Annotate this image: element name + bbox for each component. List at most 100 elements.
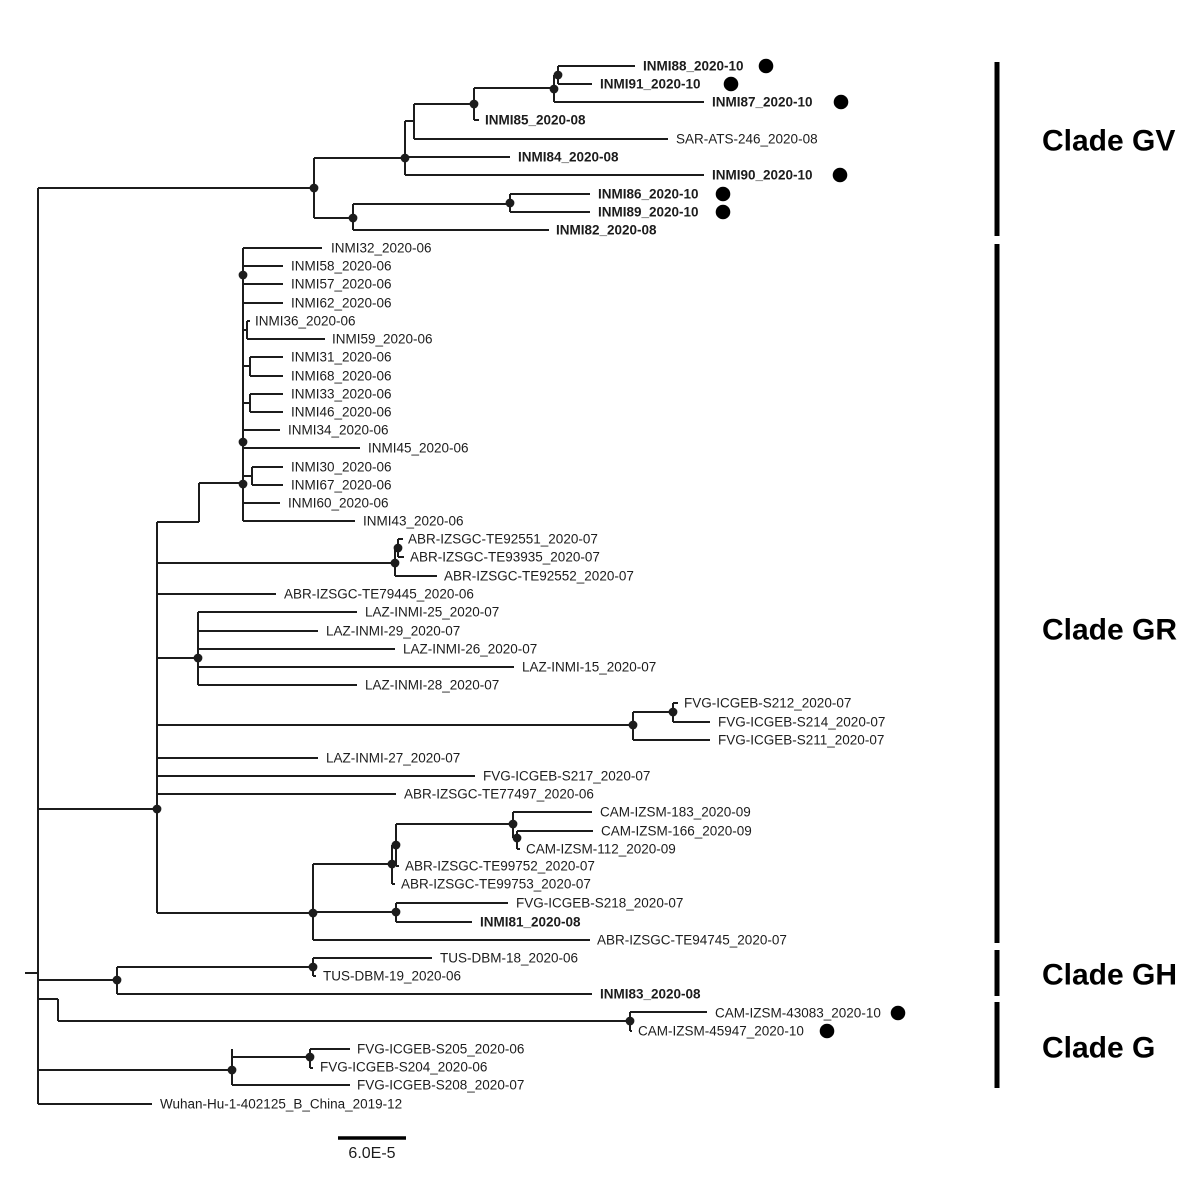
node-support-dot: [309, 183, 319, 193]
node-support-dot: [238, 270, 248, 280]
node-support-dot: [625, 1016, 635, 1026]
taxon-label: INMI83_2020-08: [600, 987, 701, 1002]
taxon-labels: INMI88_2020-10 INMI91_2020-10 INMI87_2020-…: [160, 59, 885, 1112]
taxon-label: CAM-IZSM-45947_2020-10: [638, 1024, 804, 1039]
tip-highlight-dot: [758, 58, 774, 74]
scale-bar-group: 6.0E-5: [338, 1136, 406, 1162]
taxon-label: INMI30_2020-06: [291, 460, 392, 475]
taxon-label: LAZ-INMI-15_2020-07: [522, 660, 656, 675]
taxon-label: FVG-ICGEB-S214_2020-07: [718, 715, 885, 730]
node-support-dot: [112, 975, 122, 985]
taxon-label: FVG-ICGEB-S211_2020-07: [718, 733, 884, 748]
clade-label: Clade GV: [1042, 125, 1175, 158]
clade-label: Clade GH: [1042, 959, 1177, 992]
taxon-label: ABR-IZSGC-TE94745_2020-07: [597, 933, 787, 948]
clade-annotations: Clade GV Clade GR Clade GH Clade G: [994, 62, 1177, 1088]
taxon-label: FVG-ICGEB-S208_2020-07: [357, 1078, 524, 1093]
node-support-dot: [469, 99, 479, 109]
taxon-label: FVG-ICGEB-S212_2020-07: [684, 696, 851, 711]
node-support-dot: [549, 84, 559, 94]
taxon-label: INMI45_2020-06: [368, 441, 469, 456]
node-support-dot: [391, 907, 401, 917]
taxon-label: CAM-IZSM-43083_2020-10: [715, 1006, 881, 1021]
taxon-label: INMI33_2020-06: [291, 387, 392, 402]
node-support-dot: [508, 819, 518, 829]
taxon-label: INMI90_2020-10: [712, 168, 813, 183]
node-dots: [112, 70, 678, 1075]
taxon-label: INMI67_2020-06: [291, 478, 392, 493]
taxon-label: INMI84_2020-08: [518, 150, 619, 165]
node-support-dot: [193, 653, 203, 663]
taxon-label: LAZ-INMI-27_2020-07: [326, 751, 460, 766]
taxon-label: TUS-DBM-19_2020-06: [323, 969, 461, 984]
taxon-label: INMI46_2020-06: [291, 405, 392, 420]
tip-highlight-dot: [723, 76, 739, 92]
taxon-label: TUS-DBM-18_2020-06: [440, 951, 578, 966]
taxon-label: INMI86_2020-10: [598, 187, 699, 202]
tip-highlight-dot: [715, 186, 731, 202]
taxon-label: ABR-IZSGC-TE93935_2020-07: [410, 550, 600, 565]
node-support-dot: [628, 720, 638, 730]
taxon-label: CAM-IZSM-183_2020-09: [600, 805, 751, 820]
node-support-dot: [391, 840, 401, 850]
node-support-dot: [387, 859, 397, 869]
tip-highlight-dot: [832, 167, 848, 183]
taxon-label: INMI91_2020-10: [600, 77, 701, 92]
taxon-label: INMI57_2020-06: [291, 277, 392, 292]
clade-label: Clade G: [1042, 1032, 1155, 1065]
taxon-label: INMI31_2020-06: [291, 350, 392, 365]
node-support-dot: [512, 833, 522, 843]
node-support-dot: [305, 1052, 315, 1062]
taxon-label: ABR-IZSGC-TE79445_2020-06: [284, 587, 474, 602]
taxon-label: ABR-IZSGC-TE99753_2020-07: [401, 877, 591, 892]
node-support-dot: [308, 962, 318, 972]
node-support-dot: [553, 70, 563, 80]
node-support-dot: [505, 198, 515, 208]
taxon-label: INMI85_2020-08: [485, 113, 586, 128]
taxon-label: INMI81_2020-08: [480, 915, 581, 930]
taxon-label: FVG-ICGEB-S205_2020-06: [357, 1042, 524, 1057]
taxon-label: FVG-ICGEB-S204_2020-06: [320, 1060, 487, 1075]
clade-label: Clade GR: [1042, 614, 1177, 647]
taxon-label: LAZ-INMI-25_2020-07: [365, 605, 499, 620]
node-support-dot: [390, 558, 400, 568]
taxon-label: LAZ-INMI-29_2020-07: [326, 624, 460, 639]
tip-highlight-dot: [715, 204, 731, 220]
node-support-dot: [668, 707, 678, 717]
taxon-label: INMI87_2020-10: [712, 95, 813, 110]
taxon-label: ABR-IZSGC-TE92551_2020-07: [408, 532, 598, 547]
taxon-label: LAZ-INMI-28_2020-07: [365, 678, 499, 693]
node-support-dot: [393, 543, 403, 553]
taxon-label: INMI43_2020-06: [363, 514, 464, 529]
taxon-label: INMI88_2020-10: [643, 59, 744, 74]
taxon-label: INMI58_2020-06: [291, 259, 392, 274]
taxon-label: INMI62_2020-06: [291, 296, 392, 311]
taxon-label: LAZ-INMI-26_2020-07: [403, 642, 537, 657]
taxon-label: INMI34_2020-06: [288, 423, 389, 438]
taxon-label: INMI89_2020-10: [598, 205, 699, 220]
taxon-label: FVG-ICGEB-S218_2020-07: [516, 896, 683, 911]
taxon-label: ABR-IZSGC-TE92552_2020-07: [444, 569, 634, 584]
scale-bar-label: 6.0E-5: [348, 1145, 395, 1162]
node-support-dot: [152, 804, 162, 814]
taxon-label: ABR-IZSGC-TE77497_2020-06: [404, 787, 594, 802]
taxon-label: ABR-IZSGC-TE99752_2020-07: [405, 859, 595, 874]
node-support-dot: [400, 153, 410, 163]
taxon-label: INMI60_2020-06: [288, 496, 389, 511]
taxon-label: INMI82_2020-08: [556, 223, 657, 238]
node-support-dot: [308, 908, 318, 918]
taxon-label: CAM-IZSM-112_2020-09: [526, 842, 676, 857]
taxon-label: INMI32_2020-06: [331, 241, 432, 256]
taxon-label: FVG-ICGEB-S217_2020-07: [483, 769, 650, 784]
tip-highlight-dot: [890, 1005, 906, 1021]
tip-highlight-dot: [833, 94, 849, 110]
taxon-label: INMI59_2020-06: [332, 332, 433, 347]
taxon-label: INMI68_2020-06: [291, 369, 392, 384]
tip-highlight-markers: [715, 58, 906, 1039]
taxon-label: Wuhan-Hu-1-402125_B_China_2019-12: [160, 1097, 402, 1112]
node-support-dot: [238, 437, 248, 447]
tip-highlight-dot: [819, 1023, 835, 1039]
taxon-label: INMI36_2020-06: [255, 314, 356, 329]
node-support-dot: [227, 1065, 237, 1075]
